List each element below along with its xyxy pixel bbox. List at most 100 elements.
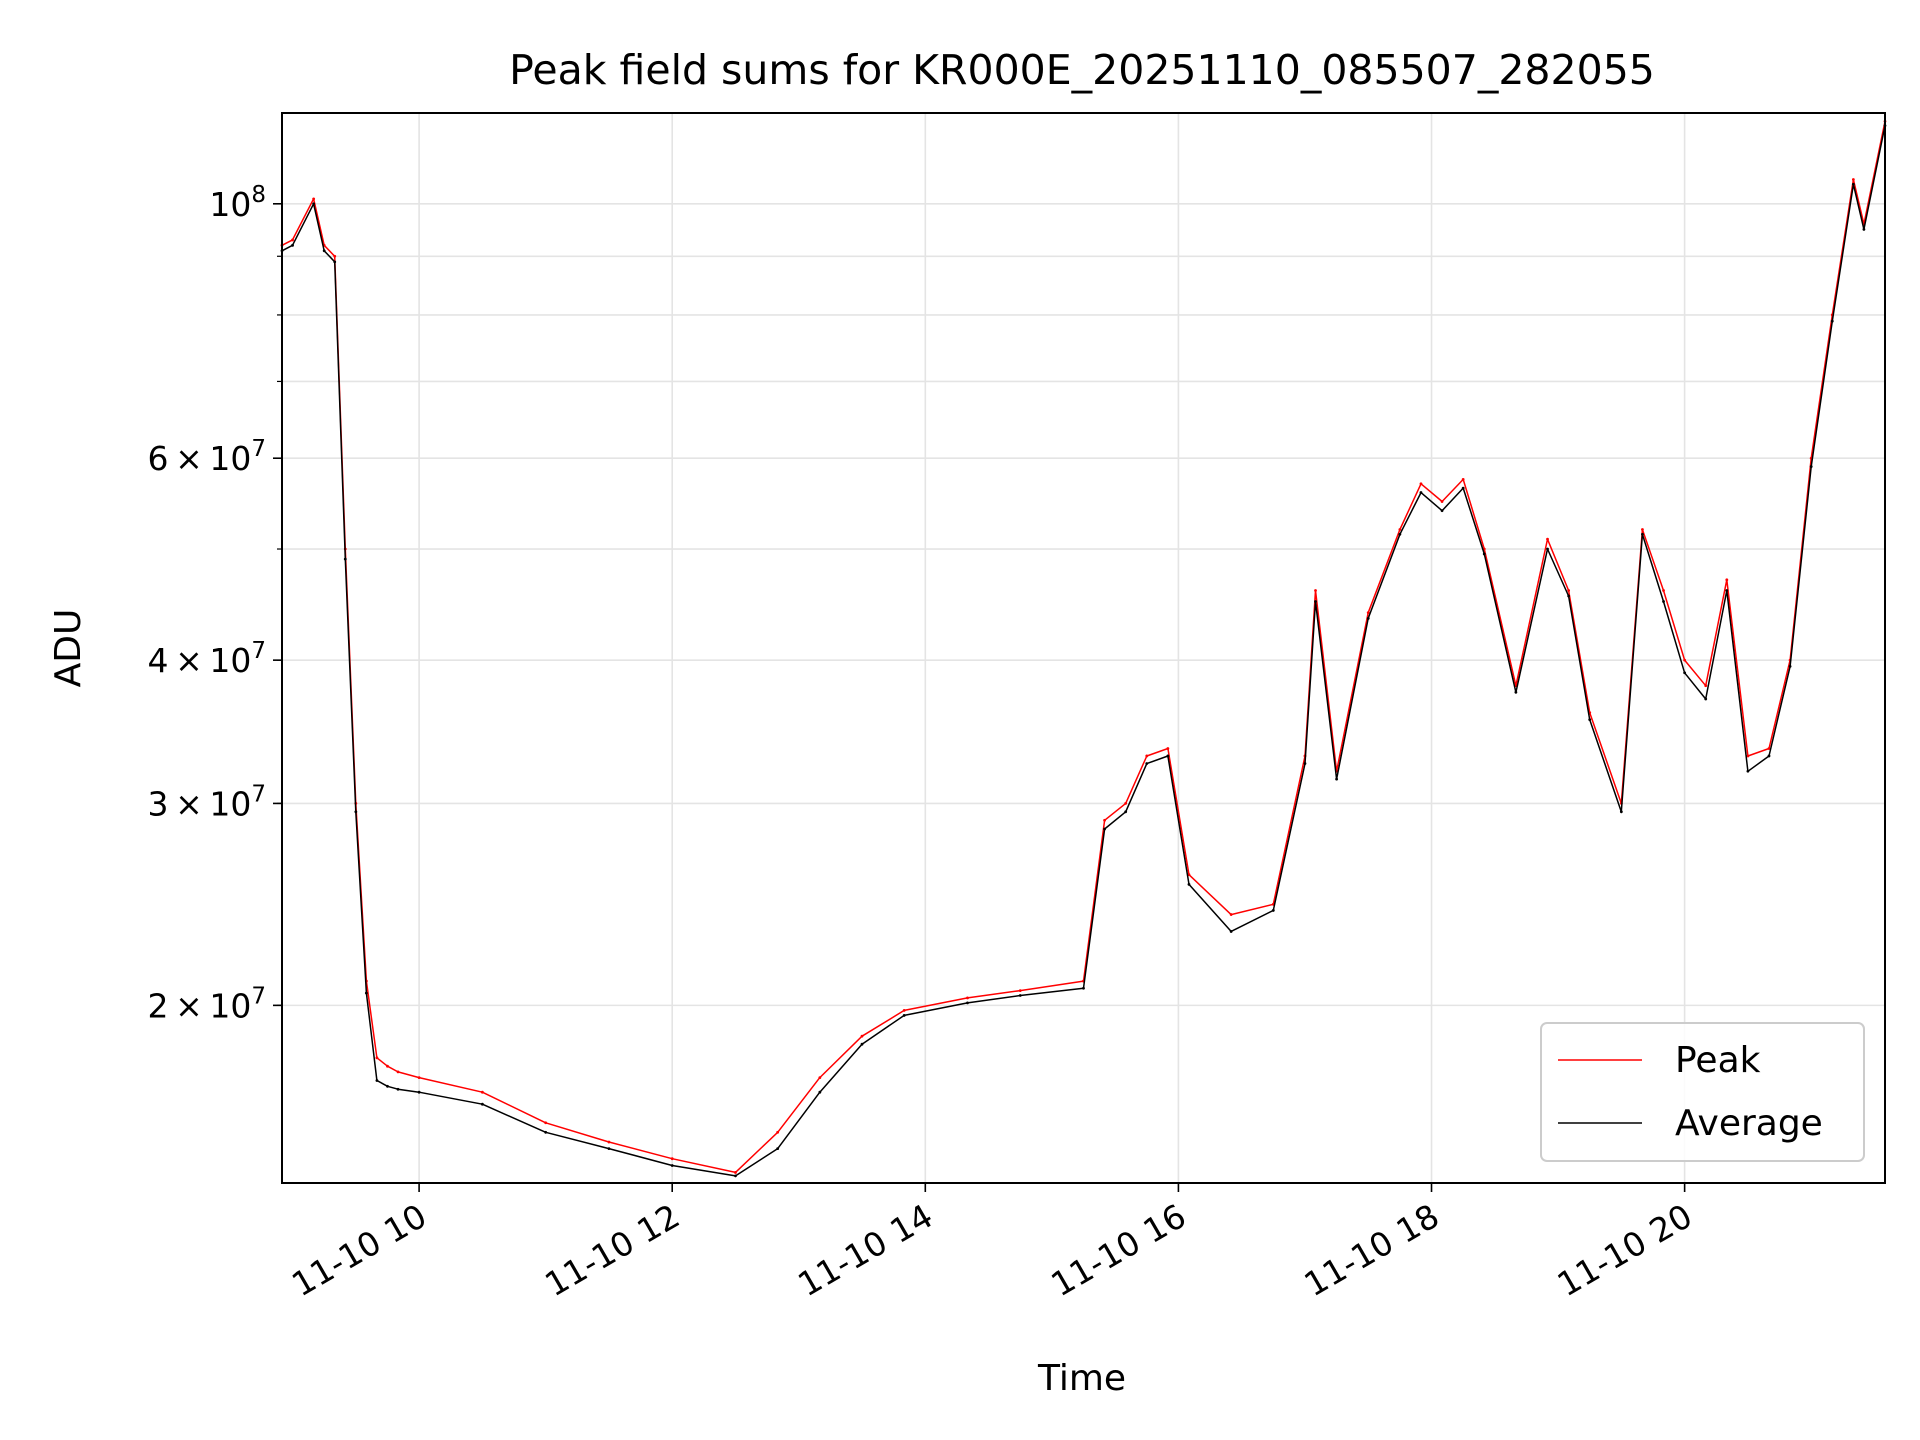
y-axis-label: ADU xyxy=(48,609,89,688)
data-point-peak xyxy=(1314,589,1317,592)
data-point-peak xyxy=(1419,482,1423,486)
data-point-average xyxy=(1767,754,1771,758)
data-point-average xyxy=(343,557,347,561)
plot-frame xyxy=(281,112,1886,1184)
data-point-peak xyxy=(1103,818,1106,822)
grid xyxy=(282,113,1885,1183)
data-point-average xyxy=(1546,547,1549,551)
x-axis-label: Time xyxy=(1037,1358,1126,1399)
data-point-average xyxy=(1124,810,1128,814)
data-point-peak xyxy=(902,1008,906,1012)
legend-label-peak: Peak xyxy=(1675,1040,1761,1081)
data-point-peak xyxy=(1662,589,1665,592)
data-point-average xyxy=(607,1147,611,1151)
data-point-average xyxy=(670,1164,674,1167)
data-point-average xyxy=(1166,754,1170,758)
data-point-average xyxy=(1018,994,1022,997)
data-point-average xyxy=(1662,600,1665,603)
data-point-peak xyxy=(1567,589,1571,592)
data-point-peak xyxy=(1124,802,1128,805)
data-point-average xyxy=(1588,718,1592,721)
data-point-peak xyxy=(818,1076,822,1079)
chart-title: Peak field sums for KR000E_20251110_0855… xyxy=(509,46,1655,94)
data-point-average xyxy=(818,1090,822,1094)
data-point-average xyxy=(544,1130,548,1134)
data-point-average xyxy=(396,1087,400,1091)
y-tick-label: 6 × 107 xyxy=(148,436,266,478)
data-point-peak xyxy=(860,1034,864,1038)
data-point-peak xyxy=(670,1157,674,1161)
data-point-average xyxy=(375,1079,379,1082)
data-point-average xyxy=(1619,810,1623,814)
data-point-peak xyxy=(333,254,337,258)
data-point-average xyxy=(734,1174,737,1178)
data-point-average xyxy=(1187,882,1191,886)
data-point-average xyxy=(354,810,358,814)
y-tick-label: 4 × 107 xyxy=(148,638,266,680)
data-point-average xyxy=(1145,762,1149,765)
y-tick-label: 108 xyxy=(209,182,266,224)
y-tick-label: 3 × 107 xyxy=(148,781,266,823)
data-point-average xyxy=(1725,589,1729,592)
data-point-average xyxy=(1303,762,1307,765)
data-point-peak xyxy=(1166,747,1170,750)
data-point-peak xyxy=(966,996,969,1000)
data-point-average xyxy=(1567,594,1571,598)
data-point-average xyxy=(902,1014,906,1017)
data-point-average xyxy=(364,991,368,995)
data-point-average xyxy=(1419,491,1423,494)
data-point-average xyxy=(860,1042,864,1046)
data-point-average xyxy=(776,1147,780,1151)
y-tick-label: 2 × 107 xyxy=(148,983,266,1025)
data-point-peak xyxy=(375,1056,379,1060)
legend-box xyxy=(1540,1022,1865,1162)
data-point-average xyxy=(1514,690,1518,694)
data-point-peak xyxy=(312,197,316,201)
data-point-peak xyxy=(1767,747,1771,750)
data-point-peak xyxy=(1366,611,1370,615)
data-point-peak xyxy=(1641,528,1644,531)
data-point-peak xyxy=(291,238,294,242)
data-point-average xyxy=(1641,532,1644,536)
data-point-average xyxy=(1862,227,1866,231)
series-line-peak xyxy=(281,121,1886,1174)
data-point-peak xyxy=(776,1130,780,1134)
plot-series xyxy=(280,119,1887,1178)
data-point-average xyxy=(1271,909,1275,912)
data-point-average xyxy=(1366,616,1370,620)
data-point-average xyxy=(1704,697,1708,701)
data-point-average xyxy=(1398,532,1402,536)
data-point-average xyxy=(312,202,316,206)
data-point-peak xyxy=(417,1076,421,1079)
data-point-peak xyxy=(1725,578,1729,582)
data-point-peak xyxy=(396,1070,400,1074)
data-point-peak xyxy=(1546,537,1549,541)
data-point-peak xyxy=(1461,478,1465,481)
data-point-average xyxy=(291,243,294,247)
data-point-average xyxy=(1851,182,1855,186)
legend: Peak Average xyxy=(1540,1022,1865,1162)
data-point-average xyxy=(1461,486,1465,490)
data-point-average xyxy=(1683,671,1687,675)
data-point-average xyxy=(1229,930,1233,933)
series-line-average xyxy=(281,125,1886,1177)
data-point-average xyxy=(966,1001,969,1005)
data-point-average xyxy=(1082,986,1085,990)
data-point-average xyxy=(1314,600,1317,603)
data-point-peak xyxy=(480,1090,484,1094)
y-axis-ticks: 2 × 107 3 × 107 4 × 107 6 × 107 108 xyxy=(148,182,282,1025)
data-point-average xyxy=(322,249,326,253)
data-point-peak xyxy=(1440,500,1444,503)
data-point-average xyxy=(417,1090,421,1094)
data-point-peak xyxy=(544,1121,548,1125)
data-point-average xyxy=(1809,465,1813,468)
data-point-peak xyxy=(1851,178,1855,181)
data-point-average xyxy=(1103,827,1106,831)
data-point-average xyxy=(480,1102,484,1106)
data-point-average xyxy=(1788,665,1792,668)
data-point-peak xyxy=(1398,528,1402,531)
data-point-peak xyxy=(1704,684,1708,688)
